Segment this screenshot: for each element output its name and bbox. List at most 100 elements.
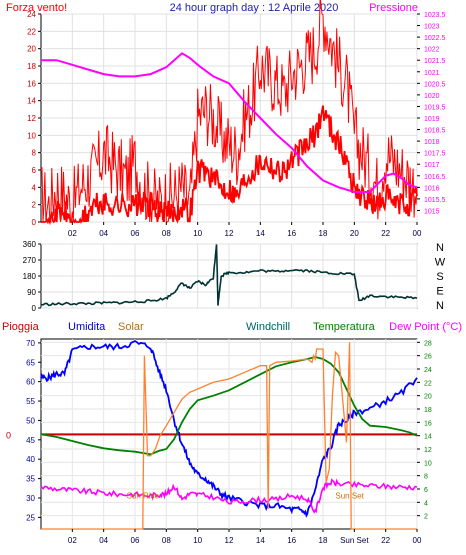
- y-tick-label: 12: [27, 114, 36, 123]
- compass-label: S: [436, 271, 443, 283]
- y2-tick-label: 1020.5: [424, 81, 446, 88]
- series-line-solar: [41, 342, 417, 530]
- x-tick-label: 14: [256, 536, 265, 545]
- series-line-humidity: [40, 339, 418, 518]
- x-tick-label: 18: [319, 229, 328, 238]
- temperature-label: Temperatura: [313, 321, 376, 333]
- rain-zero-label: 0: [6, 430, 11, 440]
- x-tick-label: 12: [225, 229, 234, 238]
- y-tick-label: 60: [26, 378, 35, 387]
- y-tick-label: 90: [27, 288, 36, 297]
- x-tick-label: 12: [225, 536, 234, 545]
- y2-tick-label: 18: [424, 407, 432, 414]
- series-line-direction: [40, 244, 418, 307]
- x-tick-label: 02: [68, 536, 77, 545]
- wind-pressure-chart: Forza vento! 24 hour graph day : 12 Apri…: [6, 0, 446, 238]
- y-tick-label: 180: [23, 272, 37, 281]
- x-tick-label: 14: [256, 229, 265, 238]
- y-tick-label: 35: [26, 475, 35, 484]
- y-tick-label: 55: [26, 397, 35, 406]
- y2-tick-label: 24: [424, 367, 432, 374]
- wind-axis-title: Forza vento!: [6, 2, 67, 14]
- humidity-label: Umidita: [68, 321, 106, 333]
- y-tick-label: 10: [27, 131, 36, 140]
- y2-tick-label: 2: [424, 514, 428, 521]
- y2-tick-label: 1021: [424, 70, 440, 77]
- series-line-temperature: [40, 356, 418, 456]
- y2-tick-label: 1017.5: [424, 151, 446, 158]
- y-tick-label: 4: [32, 183, 37, 192]
- y-tick-label: 50: [26, 416, 35, 425]
- compass-label: N: [436, 300, 444, 312]
- y-tick-label: 0: [32, 218, 37, 227]
- compass-label: W: [435, 257, 446, 269]
- x-tick-label: Sun Set: [340, 536, 369, 545]
- x-tick-label: 22: [381, 536, 390, 545]
- y2-tick-label: 1023: [424, 24, 440, 31]
- y2-tick-label: 1015: [424, 208, 440, 215]
- y-tick-label: 6: [32, 166, 37, 175]
- y2-tick-label: 1018: [424, 139, 440, 146]
- x-tick-label: 20: [350, 229, 359, 238]
- y-tick-label: 18: [27, 62, 36, 71]
- series-line-gust: [40, 0, 418, 224]
- y-tick-label: 270: [23, 256, 37, 265]
- x-tick-label: 18: [319, 536, 328, 545]
- compass-label: N: [436, 242, 444, 254]
- x-tick-label: 06: [131, 229, 140, 238]
- y2-tick-label: 1015.5: [424, 197, 446, 204]
- x-tick-label: 08: [162, 229, 171, 238]
- y2-tick-label: 8: [424, 474, 428, 481]
- y2-tick-label: 1020: [424, 93, 440, 100]
- y2-tick-label: 22: [424, 380, 432, 387]
- temperature-humidity-chart: Pioggia Umidita Solar Windchill Temperat…: [2, 321, 462, 545]
- y-tick-label: 16: [27, 79, 36, 88]
- y-tick-label: 22: [27, 27, 36, 36]
- y2-tick-label: 1017: [424, 162, 440, 169]
- y-tick-label: 70: [26, 339, 35, 348]
- x-tick-label: 22: [381, 229, 390, 238]
- windchill-label: Windchill: [246, 321, 290, 333]
- x-tick-label: 16: [287, 536, 296, 545]
- y2-tick-label: 26: [424, 354, 432, 361]
- y2-tick-label: 20: [424, 394, 432, 401]
- y-tick-label: 45: [26, 436, 35, 445]
- y-tick-label: 360: [23, 240, 37, 249]
- rain-label: Pioggia: [2, 321, 40, 333]
- y2-tick-label: 10: [424, 460, 432, 467]
- y2-tick-label: 1023.5: [424, 12, 446, 19]
- series-line-dewpoint: [40, 478, 418, 514]
- y-tick-label: 24: [27, 10, 36, 19]
- y-tick-label: 40: [26, 455, 35, 464]
- solar-label: Solar: [118, 321, 144, 333]
- x-tick-label: 00: [413, 229, 422, 238]
- y2-tick-label: 1022.5: [424, 35, 446, 42]
- y-tick-label: 0: [32, 304, 37, 313]
- y-tick-label: 14: [27, 97, 36, 106]
- y2-tick-label: 1019: [424, 116, 440, 123]
- y-tick-label: 30: [26, 494, 35, 503]
- y2-tick-label: 1019.5: [424, 104, 446, 111]
- y-tick-label: 8: [32, 149, 37, 158]
- x-tick-label: 04: [99, 229, 108, 238]
- x-tick-label: 16: [287, 229, 296, 238]
- y2-tick-label: 16: [424, 420, 432, 427]
- x-tick-label: 06: [131, 536, 140, 545]
- y-tick-label: 25: [26, 513, 35, 522]
- y2-tick-label: 12: [424, 447, 432, 454]
- y-tick-label: 2: [32, 201, 37, 210]
- sunrise-label: Sun Rise: [127, 491, 160, 500]
- y2-tick-label: 1018.5: [424, 128, 446, 135]
- series-line-pressure: [41, 52, 418, 193]
- x-tick-label: 04: [99, 536, 108, 545]
- chart-title: 24 hour graph day : 12 Aprile 2020: [170, 2, 339, 14]
- y2-tick-label: 6: [424, 487, 428, 494]
- compass-label: E: [436, 286, 443, 298]
- y2-tick-label: 1021.5: [424, 58, 446, 65]
- y2-tick-label: 4: [424, 500, 428, 507]
- x-tick-label: 00: [413, 536, 422, 545]
- y-tick-label: 20: [27, 45, 36, 54]
- sunset-label: Sun Set: [335, 491, 364, 500]
